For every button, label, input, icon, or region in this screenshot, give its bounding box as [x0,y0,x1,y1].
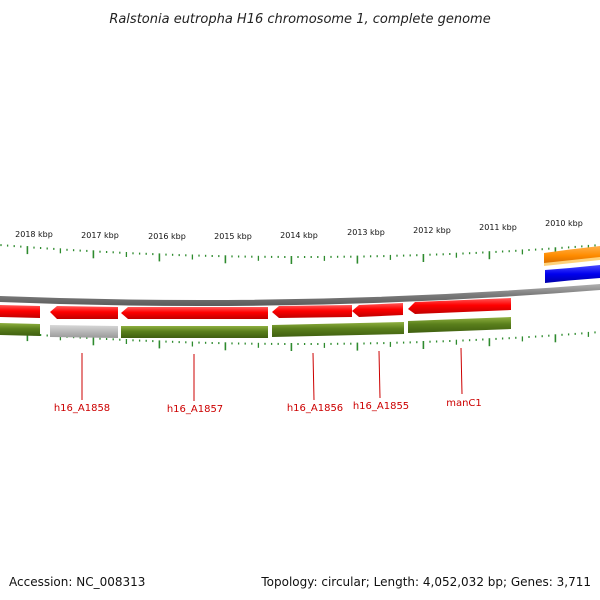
cds-arrow[interactable] [272,305,352,318]
gene-bar[interactable] [408,317,511,333]
gene-label[interactable]: h16_A1858 [54,403,110,414]
pseudo-gene-bar[interactable] [50,325,118,338]
scale-label: 2014 kbp [280,231,318,240]
gene-label[interactable]: h16_A1855 [353,401,409,412]
label-leader [378,350,381,399]
scale-label: 2017 kbp [81,231,119,240]
accession-text: Accession: NC_008313 [9,575,145,589]
gene-label[interactable]: manC1 [446,398,482,409]
scale-ticks-outer [0,244,596,264]
cds-arrow[interactable] [50,306,118,319]
gene-label[interactable]: h16_A1856 [287,403,343,414]
cds-arrow[interactable] [408,298,511,314]
gene-bar[interactable] [0,323,40,336]
gene-bar[interactable] [272,322,404,337]
gene-labels: h16_A1858 h16_A1857 h16_A1856 h16_A1855 … [54,347,482,415]
scale-ticks-inner [0,331,596,351]
orange-feature-highlight [544,257,600,266]
scale-label: 2015 kbp [214,232,252,241]
genome-backbone [0,284,600,306]
scale-label: 2011 kbp [479,223,517,232]
gene-bar[interactable] [121,326,268,338]
scale-labels: 2018 kbp 2017 kbp 2016 kbp 2015 kbp 2014… [15,219,583,241]
gene-label[interactable]: h16_A1857 [167,404,223,415]
scale-label: 2018 kbp [15,230,53,239]
scale-label: 2010 kbp [545,219,583,228]
cds-track [0,298,511,319]
cds-arrow[interactable] [0,305,40,318]
scale-label: 2012 kbp [413,226,451,235]
scale-label: 2016 kbp [148,232,186,241]
label-leader [460,347,463,395]
genome-summary-text: Topology: circular; Length: 4,052,032 bp… [260,575,591,589]
scale-label: 2013 kbp [347,228,385,237]
cds-arrow[interactable] [121,307,268,319]
map-title: Ralstonia eutropha H16 chromosome 1, com… [109,12,490,27]
blue-feature [545,265,600,283]
cds-arrow[interactable] [352,303,403,317]
label-leader [312,352,315,401]
gene-track [0,317,511,338]
